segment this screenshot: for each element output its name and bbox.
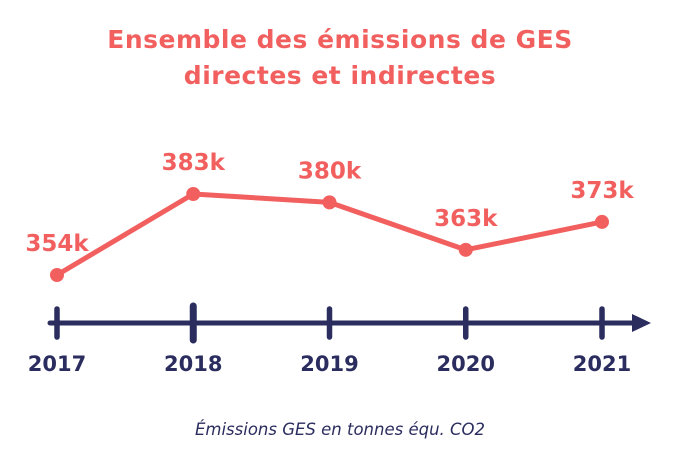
data-point-label: 380k <box>298 158 362 184</box>
data-point-label: 383k <box>162 150 226 176</box>
axis-year-label: 2018 <box>164 352 222 376</box>
axis-year-label: 2020 <box>437 352 495 376</box>
chart-title-line1: Ensemble des émissions de GES <box>107 25 573 54</box>
chart-caption: Émissions GES en tonnes équ. CO2 <box>194 420 486 439</box>
data-point-label: 373k <box>570 178 634 204</box>
data-point <box>50 268 64 282</box>
axis-year-label: 2017 <box>28 352 86 376</box>
data-point-label: 354k <box>25 231 89 257</box>
data-point <box>186 187 201 201</box>
axis-year-label: 2021 <box>573 352 631 376</box>
x-axis-arrow-icon <box>632 314 651 332</box>
chart-title: Ensemble des émissions de GES directes e… <box>0 0 680 94</box>
axis-year-label: 2019 <box>300 352 358 376</box>
data-point <box>322 195 337 210</box>
data-point <box>595 214 609 229</box>
line-chart: 354k 383k 380k 363k 373k 2017 2018 2019 2020 2021 <box>25 150 651 376</box>
data-point <box>458 242 473 257</box>
chart-title-line2: directes et indirectes <box>183 61 497 90</box>
data-point-label: 363k <box>434 206 498 232</box>
